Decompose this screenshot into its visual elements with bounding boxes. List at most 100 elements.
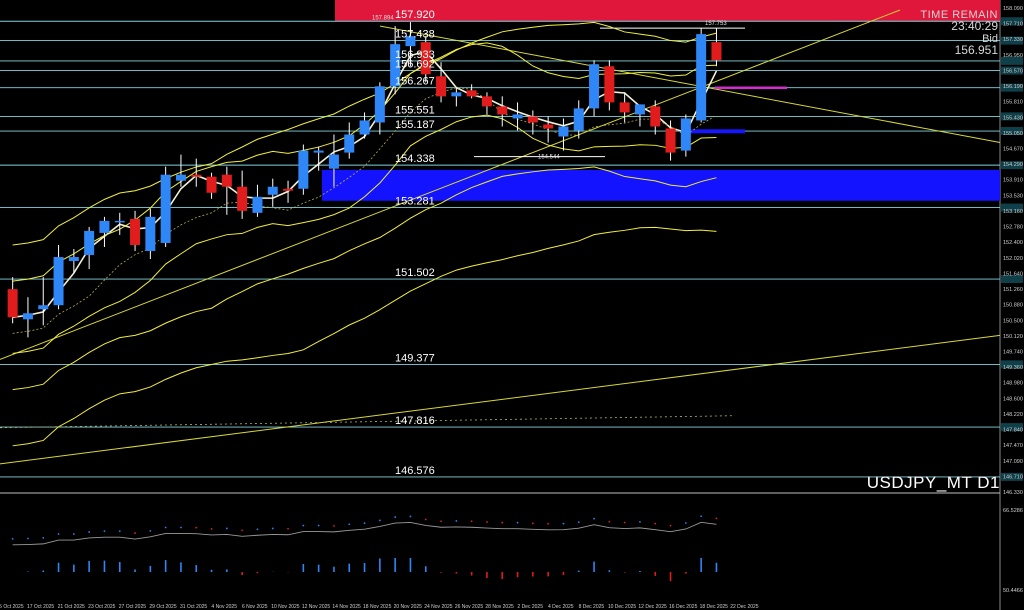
scale-tick: 155.810 [1003,100,1023,106]
candle-up [390,44,401,87]
scale-tick: 155.430 [1003,115,1023,121]
signal-dot [516,521,519,524]
level-label: 155.551 [395,104,435,116]
signal-dot [164,526,167,529]
histogram-bar [333,566,335,572]
candle-up [84,230,95,256]
signal-dot [149,529,152,532]
histogram-bar [256,572,259,574]
candle-up [512,114,523,119]
candle-up [696,34,707,121]
scale-tick: 152.400 [1003,240,1023,246]
histogram-bar [608,570,611,572]
candle-down [527,116,538,123]
histogram-bar [639,571,641,572]
signal-dot [118,530,121,533]
histogram-bar [562,572,565,576]
candle-up [22,313,33,320]
candle-up [175,174,186,181]
histogram-bar [210,569,213,572]
oscillator-line [12,521,717,546]
candle-down [543,124,554,129]
histogram-bar [532,572,534,577]
signal-dot [669,524,672,527]
level-tag [1001,275,1023,284]
candle-down [420,42,431,75]
candle-up [405,36,416,47]
level-label: 157.438 [395,29,435,41]
candle-up [573,108,584,131]
scale-tick: 152.780 [1003,225,1023,231]
candle-down [604,66,615,103]
level-tag [1001,112,1023,121]
date-label: 28 Nov 2025 [485,604,514,610]
histogram-bar [424,566,427,572]
histogram-bar [226,569,228,572]
histogram-bar [134,569,136,572]
candle-up [344,134,355,153]
candle-up [53,257,64,306]
candle-down [619,102,630,113]
signal-dot [72,533,75,535]
signal-dot [195,526,198,529]
level-tag [1001,472,1023,481]
date-label: 18 Nov 2025 [363,604,392,610]
histogram-bar [409,558,412,572]
candle-up [634,104,645,115]
histogram-bar [118,562,121,572]
candle-up [298,150,309,189]
level-label: 156.267 [395,76,435,88]
candle-up [68,257,79,262]
signal-dot [547,522,550,525]
support-zone [322,0,1000,201]
histogram-bar [486,572,488,579]
histogram-bar [180,562,182,572]
signal-dot [684,522,687,524]
scale-tick: 153.160 [1003,209,1023,215]
histogram-bar [394,558,396,572]
histogram-bar [164,560,167,572]
date-label: 10 Nov 2025 [271,604,300,610]
histogram-bar [593,561,595,572]
histogram-bar [348,563,351,572]
histogram-bar [88,560,90,572]
blue-marker [685,129,745,134]
signal-dot [42,536,45,539]
histogram-bar [700,558,702,572]
signal-dot [409,515,412,518]
trendline-falling [379,25,1001,144]
band-upper-2 [12,21,717,246]
magenta-marker [715,86,787,90]
signal-dot [27,537,29,540]
candlesticks [7,22,722,338]
level-tag [1001,127,1023,136]
candle-down [665,128,676,153]
signal-dot [577,521,580,524]
date-label: 12 Dec 2025 [638,604,667,610]
candle-up [99,220,110,233]
histogram-bar [623,572,626,573]
signal-dot [378,519,381,522]
signal-dot [639,520,641,523]
date-label: 10 Dec 2025 [608,604,637,610]
symbol-label: USDJPY_MT D1 [866,473,1000,492]
signal-dot [241,529,244,532]
scale-tick: 150.880 [1003,303,1023,309]
date-label: 31 Oct 2025 [180,604,207,610]
level-label: 155.187 [395,119,435,131]
candle-down [237,186,248,211]
scale-tick: 149.740 [1003,349,1023,355]
signal-dot [256,528,259,531]
signal-dot [715,517,718,520]
scale-tick: 157.710 [1003,22,1023,28]
histogram-bar [577,570,580,572]
candle-up [145,216,156,251]
scale-tick: 151.260 [1003,287,1023,293]
scale-tick: 146.710 [1003,474,1023,480]
date-label: 24 Nov 2025 [424,604,453,610]
candle-up [328,154,339,169]
